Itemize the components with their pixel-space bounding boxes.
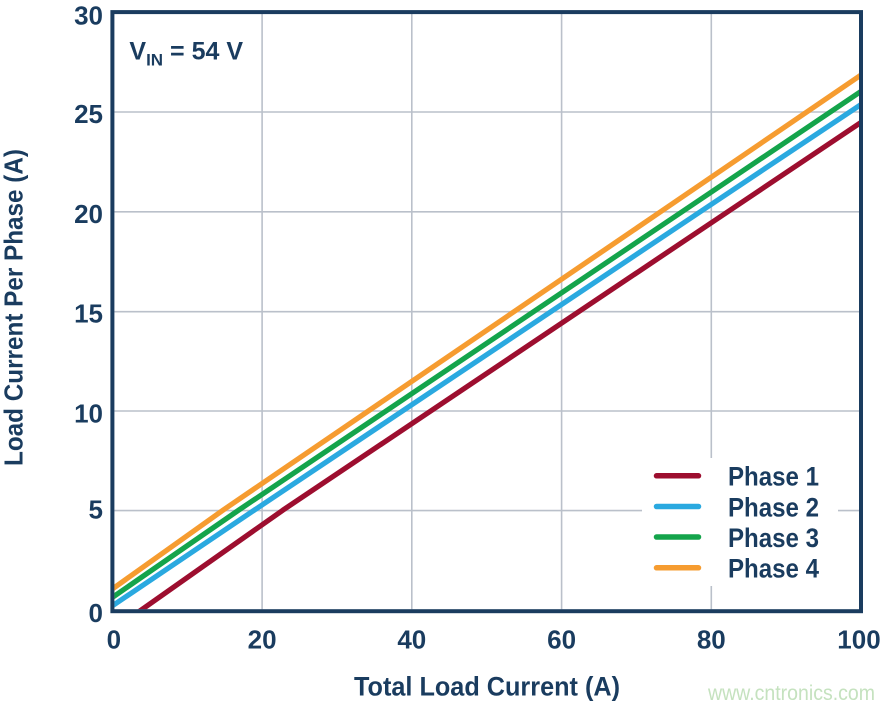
svg-text:20: 20 <box>248 624 277 654</box>
svg-text:80: 80 <box>697 624 726 654</box>
svg-text:30: 30 <box>74 0 103 30</box>
svg-text:5: 5 <box>89 495 103 525</box>
svg-text:Total Load Current (A): Total Load Current (A) <box>354 672 620 702</box>
svg-text:Load Current Per Phase (A): Load Current Per Phase (A) <box>0 149 29 466</box>
svg-text:Phase 2: Phase 2 <box>728 492 819 522</box>
svg-text:40: 40 <box>397 624 426 654</box>
svg-text:Phase 1: Phase 1 <box>728 462 819 492</box>
svg-text:Phase 3: Phase 3 <box>728 523 819 553</box>
svg-text:0: 0 <box>107 624 121 654</box>
svg-text:60: 60 <box>547 624 576 654</box>
svg-text:www.cntronics.com: www.cntronics.com <box>707 682 875 705</box>
svg-text:0: 0 <box>89 598 103 628</box>
svg-text:Phase 4: Phase 4 <box>728 554 819 584</box>
svg-text:VIN = 54 V: VIN = 54 V <box>129 37 243 69</box>
svg-text:100: 100 <box>837 624 880 654</box>
svg-text:15: 15 <box>74 299 103 329</box>
svg-text:20: 20 <box>74 199 103 229</box>
svg-text:10: 10 <box>74 399 103 429</box>
svg-text:25: 25 <box>74 99 103 129</box>
